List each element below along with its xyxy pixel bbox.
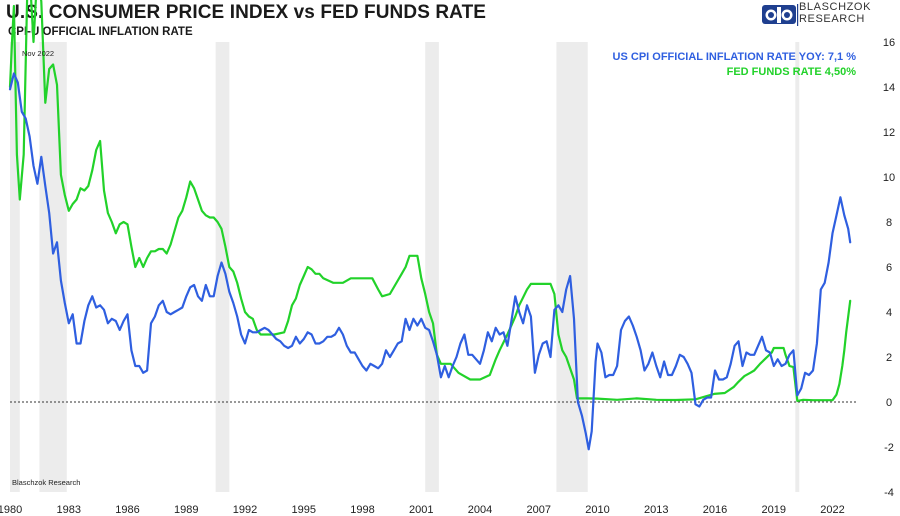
x-tick-label: 2016	[703, 504, 727, 516]
y-tick-label: -2	[884, 442, 894, 454]
x-tick-label: 1995	[292, 504, 316, 516]
x-tick-label: 2001	[409, 504, 433, 516]
y-tick-label: 6	[886, 262, 892, 274]
brand-name: BLASCHZOK RESEARCH	[799, 1, 872, 25]
x-tick-label: 1986	[115, 504, 139, 516]
cpi-series-line	[8, 72, 852, 451]
recession-band	[795, 42, 800, 492]
x-tick-label: 1980	[0, 504, 22, 516]
y-tick-label: 8	[886, 217, 892, 229]
x-tick-label: 2007	[527, 504, 551, 516]
x-tick-label: 1989	[174, 504, 198, 516]
chart-labels: US CPI OFFICIAL INFLATION RATE YOY: 7,1 …	[12, 49, 856, 487]
date-label: Nov 2022	[22, 49, 54, 58]
legend-cpi: US CPI OFFICIAL INFLATION RATE YOY: 7,1 …	[613, 51, 857, 63]
x-tick-label: 2022	[820, 504, 844, 516]
x-tick-label: 2004	[468, 504, 492, 516]
x-tick-label: 2013	[644, 504, 668, 516]
y-tick-label: -4	[884, 487, 894, 499]
y-tick-label: 4	[886, 307, 892, 319]
source-label: Blaschzok Research	[12, 478, 80, 487]
y-tick-label: 16	[883, 37, 895, 49]
chart-subtitle: CPI-U OFFICIAL INFLATION RATE	[8, 26, 193, 38]
x-tick-label: 2019	[762, 504, 786, 516]
y-tick-label: 14	[883, 82, 895, 94]
y-tick-label: 2	[886, 352, 892, 364]
recession-band	[425, 42, 439, 492]
axes: 1980 1983 1986 1989 1992 1995 1998 2001 2004 2007…	[0, 37, 895, 516]
fed-funds-series-line	[8, 0, 852, 402]
x-tick-label: 1998	[350, 504, 374, 516]
page-title: U.S. CONSUMER PRICE INDEX vs FED FUNDS R…	[6, 2, 487, 23]
brand-line-1: BLASCHZOK	[799, 1, 872, 13]
brand-line-2: RESEARCH	[799, 12, 865, 25]
recession-band	[39, 42, 67, 492]
y-tick-label: 0	[886, 397, 892, 409]
x-tick-label: 1983	[57, 504, 81, 516]
series-lines	[8, 0, 852, 451]
brand-logo-icon	[762, 4, 799, 26]
recession-band	[10, 42, 20, 492]
y-tick-label: 12	[883, 127, 895, 139]
x-tick-label: 2010	[585, 504, 609, 516]
y-tick-label: 10	[883, 172, 895, 184]
legend-fed-funds: FED FUNDS RATE 4,50%	[727, 66, 857, 78]
x-tick-label: 1992	[233, 504, 257, 516]
